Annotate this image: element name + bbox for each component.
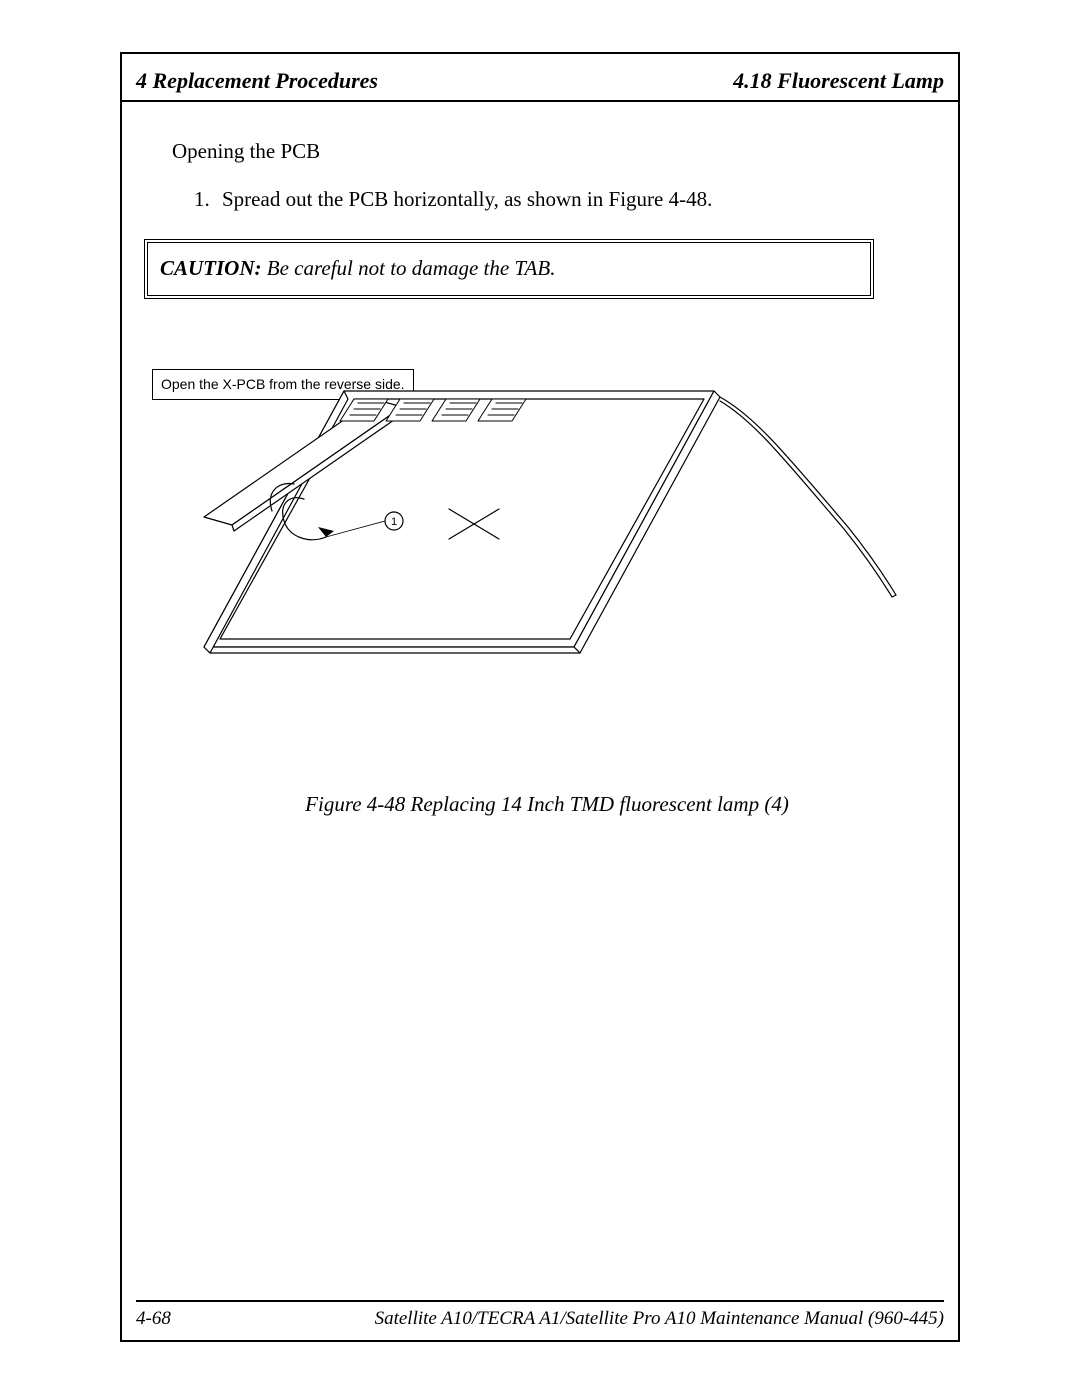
- caution-lead: CAUTION:: [160, 256, 262, 280]
- figure-marker-label: 1: [391, 516, 397, 528]
- list-item-number: 1.: [194, 184, 214, 214]
- figure-caption: Figure 4-48 Replacing 14 Inch TMD fluore…: [172, 789, 922, 819]
- body-area: Opening the PCB 1. Spread out the PCB ho…: [122, 102, 958, 820]
- header-right: 4.18 Fluorescent Lamp: [733, 68, 944, 94]
- subheading: Opening the PCB: [172, 136, 922, 166]
- page-footer: 4-68 Satellite A10/TECRA A1/Satellite Pr…: [122, 1300, 958, 1340]
- footer-page-number: 4-68: [136, 1308, 171, 1330]
- caution-box: CAUTION: Be careful not to damage the TA…: [144, 239, 874, 299]
- figure: Open the X-PCB from the reverse side.: [144, 339, 904, 755]
- page-frame: 4 Replacement Procedures 4.18 Fluorescen…: [120, 52, 960, 1342]
- footer-manual-title: Satellite A10/TECRA A1/Satellite Pro A10…: [375, 1308, 944, 1330]
- page-header: 4 Replacement Procedures 4.18 Fluorescen…: [122, 54, 958, 100]
- footer-rule: [136, 1300, 944, 1302]
- numbered-list: 1. Spread out the PCB horizontally, as s…: [194, 184, 922, 214]
- caution-text: Be careful not to damage the TAB.: [262, 256, 556, 280]
- figure-svg: 1: [144, 339, 904, 755]
- header-left: 4 Replacement Procedures: [136, 68, 378, 94]
- list-item-text: Spread out the PCB horizontally, as show…: [222, 184, 712, 214]
- list-item: 1. Spread out the PCB horizontally, as s…: [194, 184, 922, 214]
